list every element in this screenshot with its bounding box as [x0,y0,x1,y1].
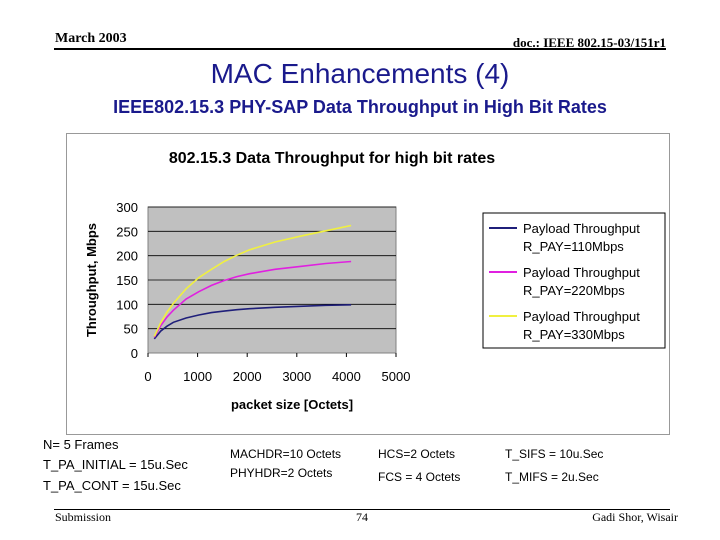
legend-label-line1: Payload Throughput [523,265,640,280]
note-pa-cont: T_PA_CONT = 15u.Sec [43,478,181,493]
note-pa-initial: T_PA_INITIAL = 15u.Sec [43,457,188,472]
x-tick-label: 2000 [233,369,262,384]
y-tick-label: 0 [131,346,138,361]
chart-container: 802.15.3 Data Throughput for high bit ra… [66,133,670,435]
note-mifs: T_MIFS = 2u.Sec [505,470,599,484]
y-tick-label: 250 [116,224,138,239]
x-tick-label: 0 [144,369,151,384]
y-tick-label: 150 [116,273,138,288]
y-tick-label: 50 [124,322,138,337]
legend-label-line2: R_PAY=110Mbps [523,239,624,254]
note-phyhdr: PHYHDR=2 Octets [230,466,333,480]
series-line-3 [153,224,352,337]
x-tick-label: 5000 [382,369,411,384]
footer-rule [54,509,670,510]
throughput-chart: 802.15.3 Data Throughput for high bit ra… [66,133,670,435]
slide-title: MAC Enhancements (4) [210,58,510,89]
legend-label-line2: R_PAY=330Mbps [523,327,625,342]
note-hcs: HCS=2 Octets [378,447,456,461]
note-sifs: T_SIFS = 10u.Sec [505,447,604,461]
series-line-2 [153,260,352,338]
legend-box [482,212,666,349]
x-axis-label: packet size [Octets] [231,397,353,412]
y-tick-label: 100 [116,297,138,312]
legend-label-line1: Payload Throughput [523,221,640,236]
x-tick-label: 1000 [183,369,212,384]
footer-author: Gadi Shor, Wisair [592,510,678,524]
note-frames: N= 5 Frames [43,437,119,452]
legend-label-line1: Payload Throughput [523,309,640,324]
series-line-1 [153,304,352,340]
header-doc-id: doc.: IEEE 802.15-03/151r1 [512,35,666,50]
header-date: March 2003 [55,31,127,46]
header-rule [54,48,666,50]
note-fcs: FCS = 4 Octets [378,470,461,484]
footer-page-number: 74 [356,510,368,524]
note-machdr: MACHDR=10 Octets [230,447,342,461]
y-axis-label: Throughput, Mbps [84,223,99,337]
y-tick-label: 200 [116,249,138,264]
slide-subtitle: IEEE802.15.3 PHY-SAP Data Throughput in … [113,97,607,117]
legend-label-line2: R_PAY=220Mbps [523,283,625,298]
y-tick-label: 300 [116,200,138,215]
footer-submission: Submission [55,510,112,524]
x-tick-label: 3000 [282,369,311,384]
x-tick-label: 4000 [332,369,361,384]
chart-title: 802.15.3 Data Throughput for high bit ra… [169,150,495,167]
